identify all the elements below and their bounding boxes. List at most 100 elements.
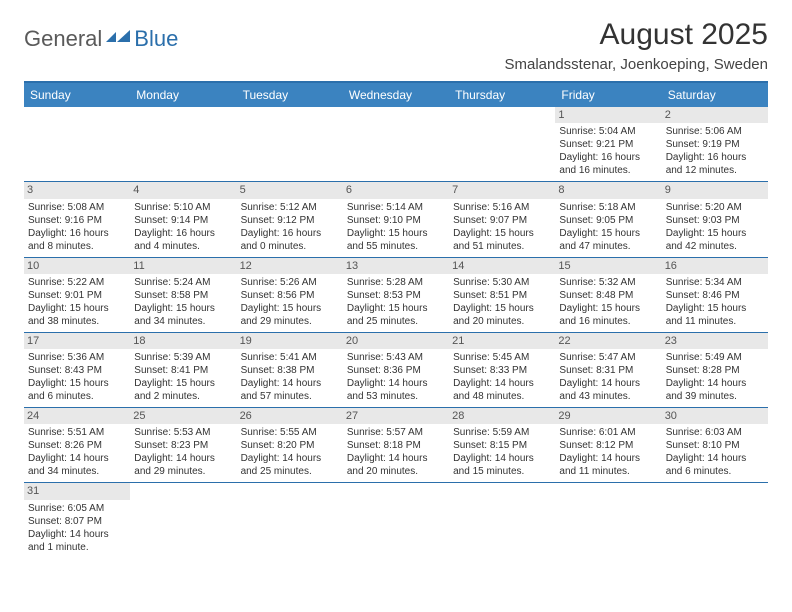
daylight-text: Daylight: 14 hours [241, 377, 339, 390]
daylight-text-2: and 1 minute. [28, 541, 126, 554]
day-number: 11 [130, 258, 236, 274]
daylight-text-2: and 25 minutes. [241, 465, 339, 478]
daylight-text-2: and 55 minutes. [347, 240, 445, 253]
day-cell: 8Sunrise: 5:18 AMSunset: 9:05 PMDaylight… [555, 182, 661, 256]
sunset-text: Sunset: 9:16 PM [28, 214, 126, 227]
day-number: 3 [24, 182, 130, 198]
weekday-saturday: Saturday [662, 83, 768, 107]
weeks-container: 1Sunrise: 5:04 AMSunset: 9:21 PMDaylight… [24, 107, 768, 558]
sunset-text: Sunset: 8:26 PM [28, 439, 126, 452]
sunset-text: Sunset: 9:01 PM [28, 289, 126, 302]
day-cell [662, 483, 768, 557]
daylight-text: Daylight: 16 hours [134, 227, 232, 240]
day-number: 28 [449, 408, 555, 424]
day-cell: 21Sunrise: 5:45 AMSunset: 8:33 PMDayligh… [449, 333, 555, 407]
sunrise-text: Sunrise: 5:43 AM [347, 351, 445, 364]
day-cell: 12Sunrise: 5:26 AMSunset: 8:56 PMDayligh… [237, 258, 343, 332]
daylight-text: Daylight: 15 hours [559, 227, 657, 240]
daylight-text: Daylight: 15 hours [453, 302, 551, 315]
sunrise-text: Sunrise: 5:16 AM [453, 201, 551, 214]
sunset-text: Sunset: 9:21 PM [559, 138, 657, 151]
sunrise-text: Sunrise: 5:04 AM [559, 125, 657, 138]
day-number [555, 483, 661, 499]
day-cell: 1Sunrise: 5:04 AMSunset: 9:21 PMDaylight… [555, 107, 661, 181]
day-number: 21 [449, 333, 555, 349]
daylight-text-2: and 20 minutes. [347, 465, 445, 478]
day-number: 31 [24, 483, 130, 499]
daylight-text: Daylight: 15 hours [453, 227, 551, 240]
daylight-text: Daylight: 14 hours [347, 452, 445, 465]
day-number [449, 483, 555, 499]
daylight-text-2: and 15 minutes. [453, 465, 551, 478]
day-number [237, 107, 343, 123]
daylight-text: Daylight: 15 hours [28, 302, 126, 315]
day-cell: 5Sunrise: 5:12 AMSunset: 9:12 PMDaylight… [237, 182, 343, 256]
day-number [662, 483, 768, 499]
day-cell: 25Sunrise: 5:53 AMSunset: 8:23 PMDayligh… [130, 408, 236, 482]
daylight-text-2: and 12 minutes. [666, 164, 764, 177]
daylight-text-2: and 34 minutes. [28, 465, 126, 478]
flag-icon [106, 28, 132, 51]
sunrise-text: Sunrise: 5:55 AM [241, 426, 339, 439]
daylight-text: Daylight: 15 hours [666, 227, 764, 240]
sunset-text: Sunset: 8:28 PM [666, 364, 764, 377]
logo-text-1: General [24, 26, 102, 52]
location: Smalandsstenar, Joenkoeping, Sweden [504, 56, 768, 73]
sunrise-text: Sunrise: 5:53 AM [134, 426, 232, 439]
day-cell [130, 483, 236, 557]
sunrise-text: Sunrise: 5:36 AM [28, 351, 126, 364]
sunrise-text: Sunrise: 5:57 AM [347, 426, 445, 439]
day-number [130, 483, 236, 499]
day-cell [449, 107, 555, 181]
day-number: 13 [343, 258, 449, 274]
daylight-text: Daylight: 15 hours [559, 302, 657, 315]
sunset-text: Sunset: 9:14 PM [134, 214, 232, 227]
daylight-text: Daylight: 15 hours [134, 377, 232, 390]
day-number: 6 [343, 182, 449, 198]
sunset-text: Sunset: 9:05 PM [559, 214, 657, 227]
sunrise-text: Sunrise: 5:18 AM [559, 201, 657, 214]
daylight-text-2: and 11 minutes. [666, 315, 764, 328]
daylight-text-2: and 4 minutes. [134, 240, 232, 253]
sunset-text: Sunset: 8:51 PM [453, 289, 551, 302]
daylight-text-2: and 42 minutes. [666, 240, 764, 253]
daylight-text: Daylight: 15 hours [241, 302, 339, 315]
day-number: 19 [237, 333, 343, 349]
day-number: 27 [343, 408, 449, 424]
daylight-text: Daylight: 14 hours [559, 377, 657, 390]
daylight-text-2: and 48 minutes. [453, 390, 551, 403]
day-cell [449, 483, 555, 557]
weekday-tuesday: Tuesday [237, 83, 343, 107]
day-cell: 13Sunrise: 5:28 AMSunset: 8:53 PMDayligh… [343, 258, 449, 332]
sunrise-text: Sunrise: 6:03 AM [666, 426, 764, 439]
day-cell [24, 107, 130, 181]
day-number: 4 [130, 182, 236, 198]
month-title: August 2025 [504, 18, 768, 52]
sunrise-text: Sunrise: 5:30 AM [453, 276, 551, 289]
day-cell: 30Sunrise: 6:03 AMSunset: 8:10 PMDayligh… [662, 408, 768, 482]
daylight-text-2: and 16 minutes. [559, 315, 657, 328]
sunrise-text: Sunrise: 5:08 AM [28, 201, 126, 214]
sunset-text: Sunset: 8:58 PM [134, 289, 232, 302]
daylight-text: Daylight: 15 hours [666, 302, 764, 315]
week-row: 3 Sunrise: 5:08 AMSunset: 9:16 PM Daylight… [24, 182, 768, 257]
daylight-text-2: and 8 minutes. [28, 240, 126, 253]
sunset-text: Sunset: 8:10 PM [666, 439, 764, 452]
sunset-text: Sunset: 9:07 PM [453, 214, 551, 227]
day-cell: 2Sunrise: 5:06 AMSunset: 9:19 PMDaylight… [662, 107, 768, 181]
day-number: 9 [662, 182, 768, 198]
day-cell: 24Sunrise: 5:51 AMSunset: 8:26 PMDayligh… [24, 408, 130, 482]
day-number: 15 [555, 258, 661, 274]
day-number [343, 107, 449, 123]
daylight-text: Daylight: 14 hours [241, 452, 339, 465]
day-number: 10 [24, 258, 130, 274]
sunset-text: Sunset: 8:33 PM [453, 364, 551, 377]
day-number: 22 [555, 333, 661, 349]
day-number: 24 [24, 408, 130, 424]
daylight-text: Daylight: 16 hours [241, 227, 339, 240]
sunset-text: Sunset: 8:53 PM [347, 289, 445, 302]
day-cell [343, 483, 449, 557]
sunset-text: Sunset: 8:41 PM [134, 364, 232, 377]
sunrise-text: Sunrise: 5:47 AM [559, 351, 657, 364]
daylight-text: Daylight: 14 hours [666, 452, 764, 465]
